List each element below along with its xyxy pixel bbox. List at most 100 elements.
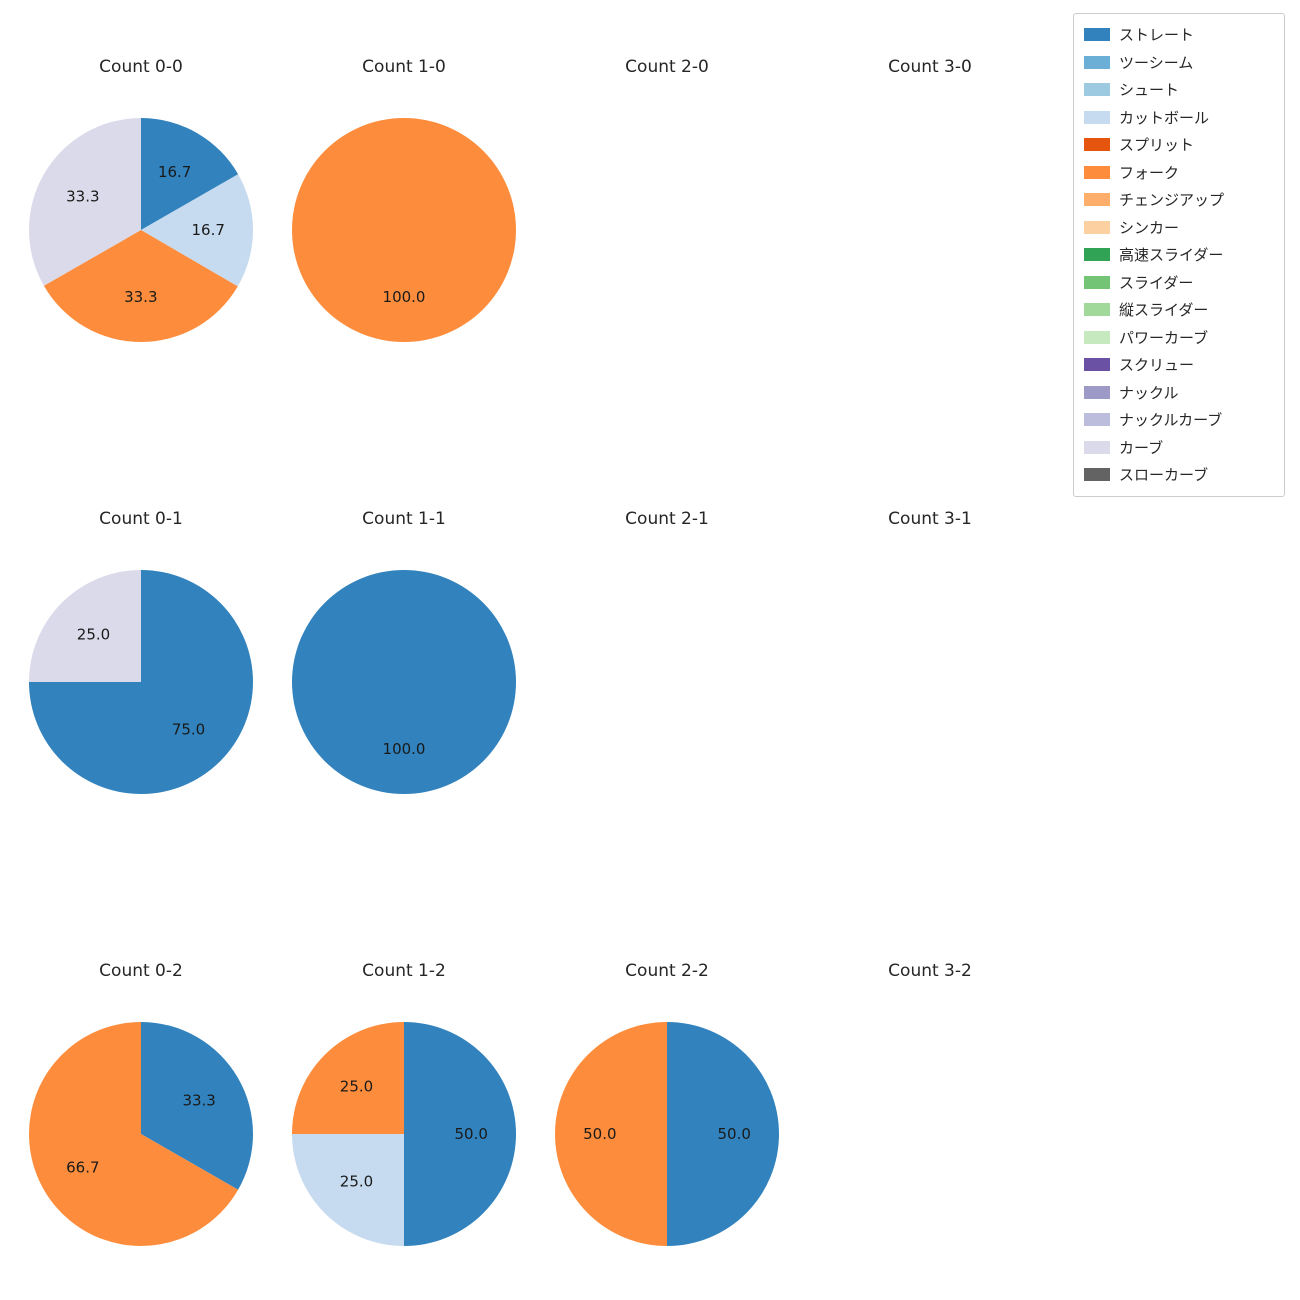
pie-slice [141, 174, 254, 287]
pie-slice-percent-label: 25.0 [340, 1077, 373, 1095]
legend-label: フォーク [1119, 163, 1180, 182]
subplot-title: Count 1-1 [362, 509, 446, 529]
pie-count-0-2: 33.3 66.7 [28, 1022, 253, 1246]
pie-count-0-1: 75.0 25.0 [29, 570, 253, 794]
legend-label: スクリュー [1119, 356, 1195, 375]
pie-chart-count-1-0: Count 1-0 100.0 [291, 55, 517, 343]
pie-count-2-1 [554, 569, 780, 795]
legend-label: 縦スライダー [1119, 301, 1209, 320]
legend-item: ナックル [1084, 379, 1274, 407]
pie-chart-count-3-1: Count 3-1 [817, 507, 1043, 795]
legend-color-swatch [1084, 220, 1110, 234]
subplot-title: Count 3-2 [888, 961, 972, 981]
legend-color-swatch [1084, 83, 1110, 97]
legend-item: カットボール [1084, 104, 1274, 132]
legend-item: スプリット [1084, 131, 1274, 159]
legend-label: シンカー [1119, 218, 1180, 237]
legend-color-swatch [1084, 358, 1110, 372]
legend-label: チェンジアップ [1119, 191, 1225, 210]
legend-label: ツーシーム [1119, 53, 1194, 72]
subplot-title: Count 0-2 [99, 961, 183, 981]
pie-slice [28, 1022, 239, 1246]
subplot-title: Count 1-0 [362, 57, 446, 77]
pie-slice-percent-label: 100.0 [383, 740, 426, 758]
pie-slice-percent-label: 66.7 [66, 1159, 99, 1177]
legend-item: スローカーブ [1084, 461, 1274, 489]
legend-item: チェンジアップ [1084, 186, 1274, 214]
pie-chart-count-3-0: Count 3-0 [817, 55, 1043, 343]
legend-color-swatch [1084, 413, 1110, 427]
pie-slice [29, 570, 141, 682]
pie-slice [292, 1022, 404, 1134]
pie-slice [667, 1022, 779, 1246]
pie-slice [404, 1022, 516, 1246]
pie-slice-percent-label: 50.0 [717, 1125, 750, 1143]
legend-item: ツーシーム [1084, 49, 1274, 77]
subplot-title: Count 3-1 [888, 509, 972, 529]
legend-label: ストレート [1119, 26, 1195, 45]
legend-color-swatch [1084, 275, 1110, 289]
pie-slice [141, 118, 239, 230]
pie-slice-percent-label: 25.0 [77, 625, 110, 643]
legend-label: ナックル [1119, 383, 1179, 402]
pie-chart-count-1-1: Count 1-1 100.0 [291, 507, 517, 795]
legend-item: スライダー [1084, 269, 1274, 297]
pie-slice-percent-label: 75.0 [172, 721, 205, 739]
pie-chart-count-0-0: Count 0-0 16.7 16.7 33.3 33.3 [28, 55, 254, 343]
subplot-title: Count 1-2 [362, 961, 446, 981]
legend-label: カーブ [1119, 438, 1164, 457]
legend-item: フォーク [1084, 159, 1274, 187]
legend-color-swatch [1084, 28, 1110, 42]
pie-count-0-0: 16.7 16.7 33.3 33.3 [29, 118, 254, 343]
subplot-title: Count 0-1 [99, 509, 183, 529]
legend-label: パワーカーブ [1119, 328, 1209, 347]
legend-item: スクリュー [1084, 351, 1274, 379]
subplot-title: Count 2-1 [625, 509, 709, 529]
legend-color-swatch [1084, 55, 1110, 69]
legend-item: ナックルカーブ [1084, 406, 1274, 434]
legend-item: シンカー [1084, 214, 1274, 242]
legend-color-swatch [1084, 138, 1110, 152]
legend-label: スライダー [1119, 273, 1194, 292]
legend-color-swatch [1084, 385, 1110, 399]
legend-label: カットボール [1119, 108, 1210, 127]
legend-color-swatch [1084, 440, 1110, 454]
pie-chart-count-1-2: Count 1-2 50.0 25.0 25.0 [291, 959, 517, 1247]
legend-label: ナックルカーブ [1119, 411, 1223, 430]
pie-slice [292, 570, 516, 794]
subplot-title: Count 3-0 [888, 57, 972, 77]
legend-color-swatch [1084, 193, 1110, 207]
legend-item: パワーカーブ [1084, 324, 1274, 352]
pie-chart-count-2-0: Count 2-0 [554, 55, 780, 343]
pie-slice-percent-label: 33.3 [182, 1091, 215, 1109]
pie-slice [43, 230, 238, 343]
pie-count-1-0: 100.0 [292, 118, 516, 342]
legend-item: 高速スライダー [1084, 241, 1274, 269]
legend-label: 高速スライダー [1119, 246, 1224, 265]
subplot-title: Count 2-2 [625, 961, 709, 981]
legend-item: カーブ [1084, 434, 1274, 462]
pie-slice-percent-label: 50.0 [583, 1125, 616, 1143]
pie-slice-percent-label: 50.0 [454, 1125, 487, 1143]
pie-count-3-2 [817, 1021, 1043, 1247]
pie-slice [141, 1022, 253, 1190]
pie-count-2-0 [554, 117, 780, 343]
legend-color-swatch [1084, 110, 1110, 124]
pie-chart-count-3-2: Count 3-2 [817, 959, 1043, 1247]
legend-color-swatch [1084, 330, 1110, 344]
pie-chart-count-2-1: Count 2-1 [554, 507, 780, 795]
pie-slice-percent-label: 25.0 [340, 1173, 373, 1191]
pie-slice-percent-label: 33.3 [124, 288, 157, 306]
pie-count-3-1 [817, 569, 1043, 795]
legend-item: 縦スライダー [1084, 296, 1274, 324]
pie-chart-count-0-1: Count 0-1 75.0 25.0 [28, 507, 254, 795]
legend-label: スローカーブ [1119, 466, 1209, 485]
pie-slice-percent-label: 16.7 [158, 163, 191, 181]
pie-chart-count-2-2: Count 2-2 50.0 50.0 [554, 959, 780, 1247]
legend-color-swatch [1084, 303, 1110, 317]
subplot-title: Count 0-0 [99, 57, 183, 77]
pie-slice-percent-label: 33.3 [66, 187, 99, 205]
subplot-title: Count 2-0 [625, 57, 709, 77]
pie-slice [555, 1022, 667, 1246]
